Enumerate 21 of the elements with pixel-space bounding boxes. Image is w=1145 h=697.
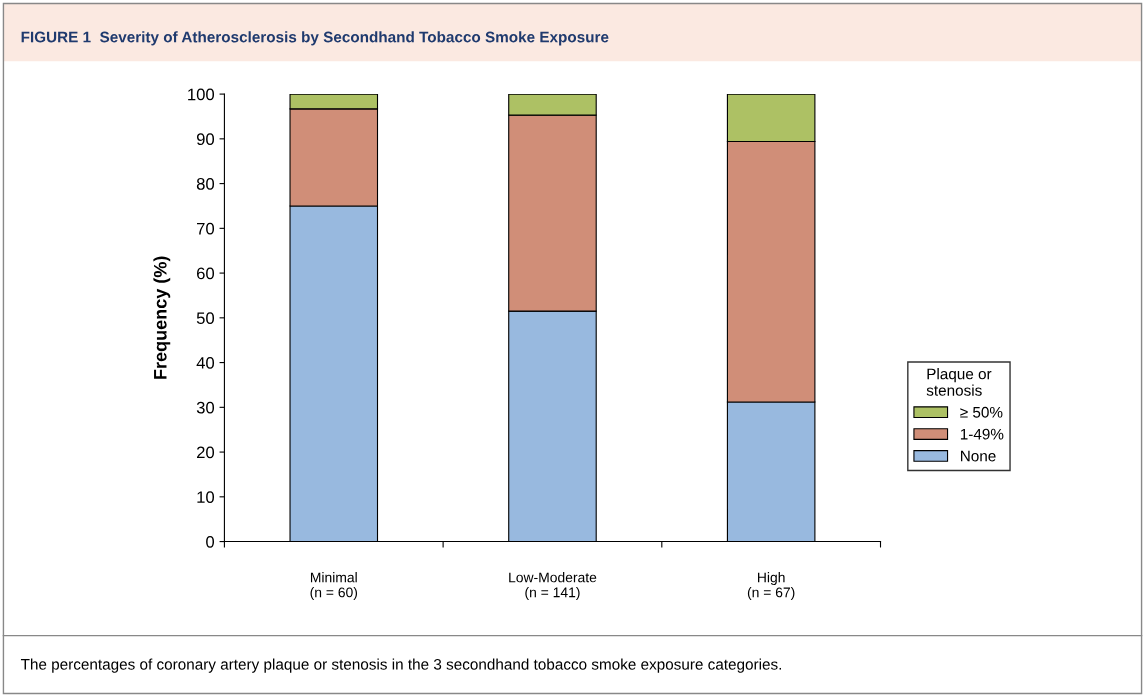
y-tick-label: 40 [196,356,215,369]
y-tick-label: 50 [196,312,215,325]
y-tick-label: 20 [197,446,215,459]
y-tick-label: 80 [196,177,215,190]
x-tick-label: Low-Moderate (n = 141) [509,572,597,601]
chart-title: FIGURE 1 Severity of Atherosclerosis by Secondhand Tobacco Smoke Exposure [21,31,609,46]
y-tick-label: 30 [196,401,215,414]
legend-label: ≥ 50% [960,406,1003,418]
y-tick-label: 90 [196,133,215,146]
text: The percentages of coronary artery plaque or stenosis in the 3 secondhand tobacco smoke exposure categories. [20,658,782,673]
y-axis-title: Frequency (%) [153,256,171,379]
legend-title: Plaque or stenosis [926,368,992,396]
y-tick-label: 0 [206,535,215,548]
x-tick-label: High (n = 67) [747,572,795,601]
legend-label: 1-49% [960,428,1004,440]
y-tick-label: 10 [197,491,215,504]
legend-label: None [961,450,996,462]
y-tick-label: 100 [188,88,215,101]
y-tick-label: 70 [197,222,215,235]
y-tick-label: 60 [197,267,215,280]
x-tick-label: Minimal (n = 60) [310,572,358,601]
